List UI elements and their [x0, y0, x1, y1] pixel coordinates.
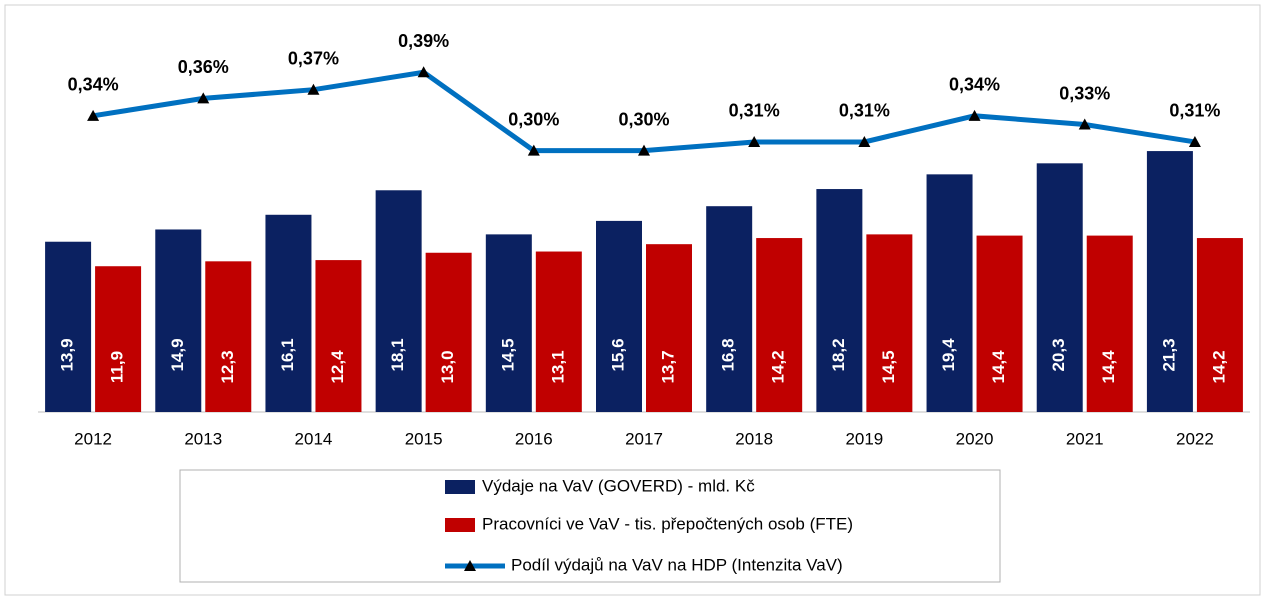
bar — [485, 234, 532, 412]
line-value-label: 0,31% — [729, 101, 780, 121]
line-value-label: 0,30% — [508, 109, 559, 129]
bar-value-label: 13,7 — [658, 350, 677, 383]
bar — [756, 238, 803, 412]
line-marker — [748, 135, 761, 147]
bar-value-label: 14,2 — [769, 350, 788, 383]
x-tick-label: 2018 — [735, 429, 773, 448]
legend-label: Podíl výdajů na VaV na HDP (Intenzita Va… — [511, 555, 843, 574]
bar-value-label: 20,3 — [1049, 338, 1068, 371]
bar-value-label: 12,4 — [328, 350, 347, 384]
bar-value-label: 14,2 — [1209, 350, 1228, 383]
line-marker — [1078, 118, 1091, 130]
x-tick-label: 2012 — [74, 429, 112, 448]
line-marker — [87, 109, 100, 121]
bar — [1146, 151, 1193, 412]
line-marker — [638, 144, 650, 156]
bar-value-label: 14,4 — [989, 350, 1008, 384]
bar — [425, 252, 472, 412]
bar — [205, 261, 252, 412]
x-tick-label: 2014 — [295, 429, 333, 448]
bar — [706, 206, 753, 412]
bar — [315, 260, 362, 412]
x-tick-label: 2022 — [1176, 429, 1214, 448]
bar — [1036, 163, 1083, 412]
bar-value-label: 15,6 — [608, 338, 627, 371]
bar-value-label: 13,1 — [548, 350, 567, 383]
bar — [95, 266, 142, 412]
x-tick-label: 2021 — [1066, 429, 1104, 448]
bar — [155, 229, 202, 412]
line-marker — [417, 66, 430, 78]
bar — [375, 190, 422, 412]
legend-box — [179, 469, 1001, 583]
line-value-label: 0,34% — [949, 75, 1000, 95]
bar-value-label: 18,1 — [388, 338, 407, 371]
x-tick-label: 2019 — [845, 429, 883, 448]
line-marker — [968, 109, 981, 121]
bar-value-label: 21,3 — [1159, 338, 1178, 371]
bar-value-label: 19,4 — [939, 338, 958, 372]
bar-value-label: 14,5 — [498, 338, 517, 371]
x-tick-label: 2020 — [956, 429, 994, 448]
line-marker — [858, 135, 871, 147]
legend-label: Pracovníci ve VaV - tis. přepočtených os… — [482, 514, 853, 533]
x-tick-label: 2015 — [405, 429, 443, 448]
line-marker — [1188, 135, 1201, 147]
bar-value-label: 14,5 — [879, 350, 898, 383]
line-value-label: 0,33% — [1059, 83, 1110, 103]
bar — [646, 244, 692, 412]
bar — [926, 174, 973, 412]
bar-value-label: 14,9 — [168, 338, 187, 371]
bar-value-label: 13,9 — [58, 338, 77, 371]
line-marker — [197, 92, 210, 104]
line-value-label: 0,37% — [288, 48, 339, 68]
legend-swatch — [445, 518, 475, 532]
bar-value-label: 12,3 — [218, 350, 237, 383]
bar-value-label: 16,8 — [719, 338, 738, 371]
x-tick-label: 2013 — [184, 429, 222, 448]
line-value-label: 0,30% — [618, 109, 669, 129]
bar — [976, 235, 1023, 412]
line-value-label: 0,31% — [1169, 101, 1220, 121]
bar — [535, 251, 582, 412]
bar — [866, 234, 913, 412]
legend-swatch — [445, 480, 475, 494]
bar-value-label: 18,2 — [829, 338, 848, 371]
bar-value-label: 14,4 — [1099, 350, 1118, 384]
bar — [1196, 238, 1243, 412]
bar — [596, 220, 642, 412]
bar-value-label: 16,1 — [278, 338, 297, 371]
line-marker — [307, 83, 320, 95]
bar — [816, 189, 863, 412]
line-value-label: 0,36% — [178, 57, 229, 77]
bar — [1086, 235, 1133, 412]
x-tick-label: 2017 — [625, 429, 663, 448]
line-value-label: 0,31% — [839, 101, 890, 121]
line-value-label: 0,34% — [68, 75, 119, 95]
bar-value-label: 11,9 — [108, 351, 127, 383]
bar — [45, 241, 92, 412]
legend-label: Výdaje na VaV (GOVERD) - mld. Kč — [482, 476, 755, 495]
bar — [265, 214, 312, 412]
bar-value-label: 13,0 — [438, 350, 457, 383]
x-tick-label: 2016 — [515, 429, 553, 448]
legend-marker — [464, 560, 476, 571]
line-value-label: 0,39% — [398, 31, 449, 51]
line-marker — [527, 144, 540, 156]
